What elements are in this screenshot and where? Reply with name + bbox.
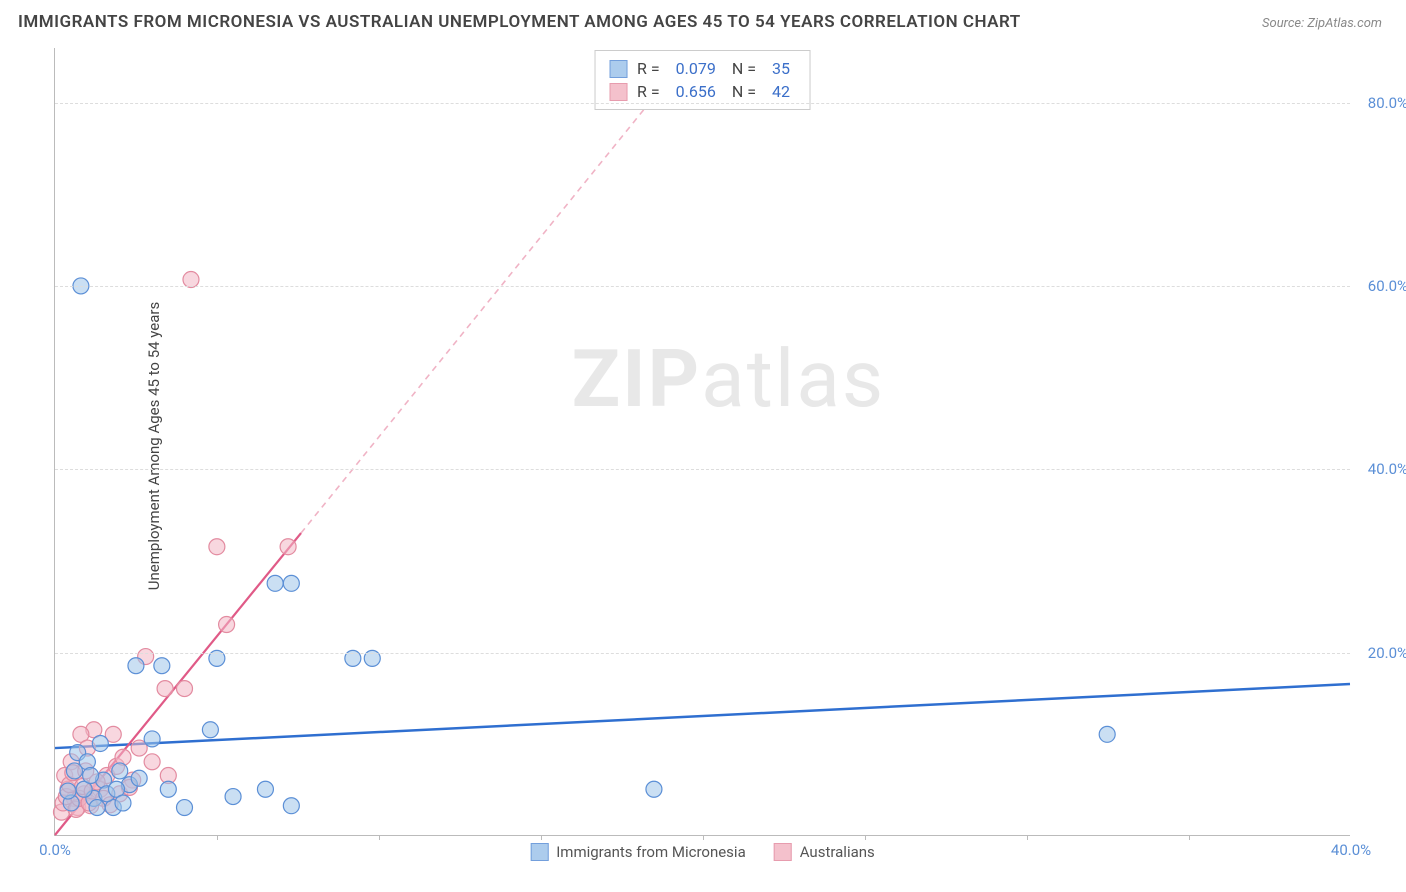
- scatter-point: [115, 795, 131, 811]
- xtick-mark: [217, 835, 218, 840]
- chart-plot-area: ZIPatlas R = 0.079 N = 35 R = 0.656 N = …: [54, 48, 1350, 836]
- xtick-mark: [1027, 835, 1028, 840]
- ytick-label: 20.0%: [1368, 644, 1406, 662]
- scatter-point: [209, 539, 225, 555]
- scatter-point: [267, 575, 283, 591]
- gridline: [55, 103, 1350, 104]
- xtick-mark: [1189, 835, 1190, 840]
- ytick-label: 60.0%: [1368, 277, 1406, 295]
- ytick-label: 40.0%: [1368, 460, 1406, 478]
- scatter-point: [177, 681, 193, 697]
- scatter-point: [157, 681, 173, 697]
- xtick-label: 40.0%: [1331, 841, 1371, 859]
- xtick-mark: [703, 835, 704, 840]
- scatter-point: [160, 781, 176, 797]
- scatter-point: [89, 800, 105, 816]
- correlation-stats-legend: R = 0.079 N = 35 R = 0.656 N = 42: [594, 50, 811, 110]
- r-value-1: 0.079: [676, 59, 716, 78]
- swatch-series1: [609, 60, 627, 78]
- scatter-point: [283, 575, 299, 591]
- xtick-mark: [865, 835, 866, 840]
- xtick-mark: [379, 835, 380, 840]
- scatter-point: [177, 800, 193, 816]
- xtick-label: 0.0%: [39, 841, 71, 859]
- gridline: [55, 653, 1350, 654]
- scatter-point: [202, 722, 218, 738]
- regression-line-series2-dashed: [301, 57, 686, 533]
- regression-line-series1: [55, 684, 1350, 748]
- scatter-point: [144, 754, 160, 770]
- stat-row-series2: R = 0.656 N = 42: [609, 80, 796, 103]
- scatter-point: [128, 658, 144, 674]
- scatter-point: [112, 763, 128, 779]
- legend-label-series2: Australians: [800, 843, 875, 861]
- xtick-mark: [541, 835, 542, 840]
- scatter-point: [646, 781, 662, 797]
- r-label-1: R =: [637, 59, 660, 78]
- r-value-2: 0.656: [676, 82, 716, 101]
- scatter-point: [219, 617, 235, 633]
- n-label-2: N =: [732, 82, 756, 101]
- swatch-legend-series2: [774, 843, 792, 861]
- n-value-2: 42: [772, 82, 790, 101]
- scatter-point: [83, 768, 99, 784]
- scatter-point: [257, 781, 273, 797]
- gridline: [55, 286, 1350, 287]
- source-attribution: Source: ZipAtlas.com: [1262, 16, 1382, 31]
- scatter-point: [154, 658, 170, 674]
- legend-item-series1: Immigrants from Micronesia: [530, 843, 746, 861]
- scatter-plot-svg: [55, 48, 1350, 835]
- scatter-point: [225, 789, 241, 805]
- swatch-legend-series1: [530, 843, 548, 861]
- scatter-point: [66, 763, 82, 779]
- scatter-point: [92, 735, 108, 751]
- series-legend: Immigrants from Micronesia Australians: [530, 843, 875, 861]
- scatter-point: [60, 783, 76, 799]
- scatter-point: [280, 539, 296, 555]
- r-label-2: R =: [637, 82, 660, 101]
- swatch-series2: [609, 83, 627, 101]
- chart-title: IMMIGRANTS FROM MICRONESIA VS AUSTRALIAN…: [18, 12, 1021, 32]
- ytick-label: 80.0%: [1368, 94, 1406, 112]
- legend-label-series1: Immigrants from Micronesia: [556, 843, 746, 861]
- n-value-1: 35: [772, 59, 790, 78]
- scatter-point: [144, 731, 160, 747]
- n-label-1: N =: [732, 59, 756, 78]
- scatter-point: [183, 272, 199, 288]
- legend-item-series2: Australians: [774, 843, 875, 861]
- gridline: [55, 469, 1350, 470]
- scatter-point: [131, 770, 147, 786]
- scatter-point: [1099, 726, 1115, 742]
- scatter-point: [283, 798, 299, 814]
- stat-row-series1: R = 0.079 N = 35: [609, 57, 796, 80]
